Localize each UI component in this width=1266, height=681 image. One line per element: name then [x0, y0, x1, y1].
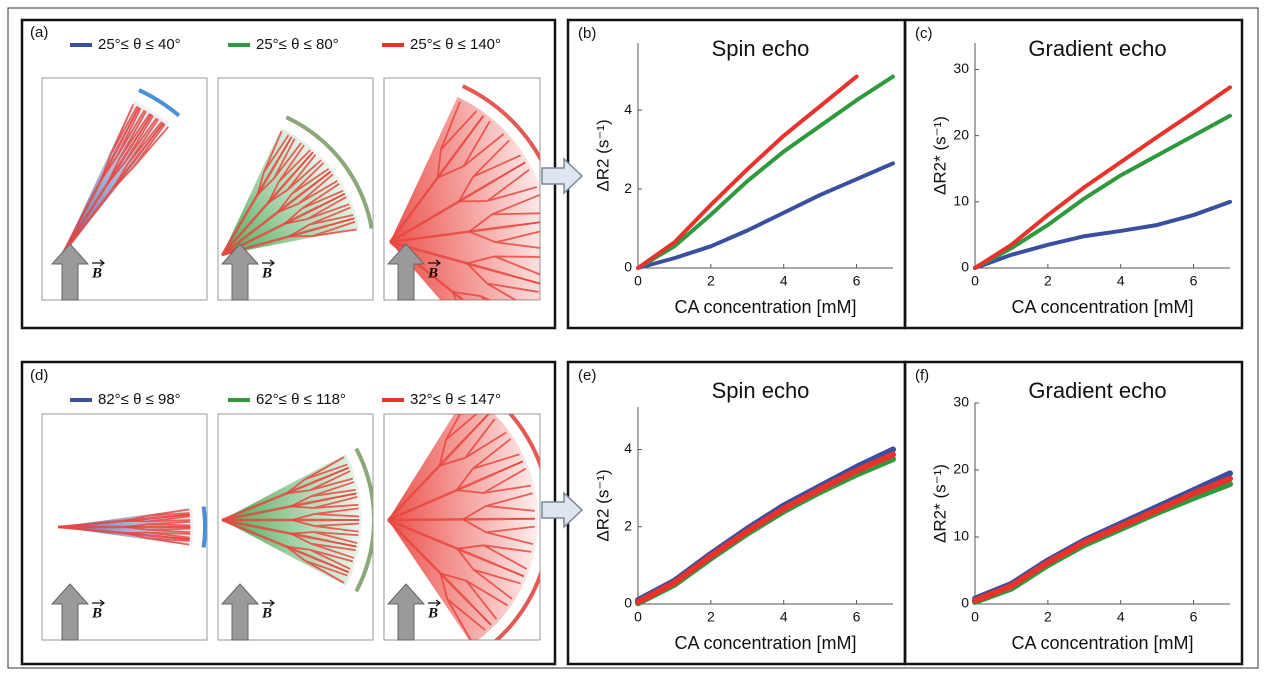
panel-label: (d)	[30, 367, 48, 384]
series-line	[638, 163, 893, 268]
y-tick-label: 0	[624, 259, 632, 275]
y-tick-label: 4	[624, 101, 632, 117]
panel-label: (c)	[915, 25, 933, 42]
legend-label: 25°≤ θ ≤ 140°	[410, 36, 501, 53]
chart-title: Gradient echo	[1028, 36, 1166, 61]
figure: B B B B B B (a) (d) 25°≤ θ ≤ 40° 25°≤ θ ≤ 80° 2…	[0, 0, 1266, 676]
y-axis-label: ΔR2* (s⁻¹)	[930, 116, 949, 195]
x-tick-label: 6	[853, 273, 861, 289]
flow-arrow	[542, 493, 582, 527]
x-tick-label: 4	[780, 273, 788, 289]
y-tick-label: 0	[961, 595, 969, 611]
legend-label: 62°≤ θ ≤ 118°	[256, 391, 346, 408]
x-tick-label: 0	[634, 273, 642, 289]
x-axis-label: CA concentration [mM]	[674, 633, 856, 653]
legend-label: 32°≤ θ ≤ 147°	[410, 391, 501, 408]
x-tick-label: 4	[780, 609, 788, 625]
x-tick-label: 6	[1190, 273, 1198, 289]
y-tick-label: 2	[624, 517, 632, 533]
x-tick-label: 4	[1117, 609, 1125, 625]
vessel	[453, 292, 513, 360]
flow-arrow	[542, 159, 582, 193]
x-tick-label: 4	[1117, 273, 1125, 289]
x-tick-label: 2	[707, 609, 715, 625]
field-label: B	[427, 265, 438, 281]
y-axis-label: ΔR2* (s⁻¹)	[930, 464, 949, 543]
legend-label: 25°≤ θ ≤ 40°	[98, 36, 181, 53]
field-label: B	[261, 265, 272, 281]
y-tick-label: 10	[953, 528, 969, 544]
x-tick-label: 2	[1044, 609, 1052, 625]
y-tick-label: 4	[624, 440, 632, 456]
field-label: B	[427, 605, 438, 621]
x-axis-label: CA concentration [mM]	[1011, 297, 1193, 317]
angle-arc	[204, 507, 205, 548]
panel-label: (b)	[578, 25, 596, 42]
chart-title: Spin echo	[712, 378, 810, 403]
chart-title: Gradient echo	[1028, 378, 1166, 403]
series-line	[638, 77, 857, 268]
vessel	[388, 519, 505, 520]
series-line	[975, 202, 1230, 268]
y-tick-label: 10	[953, 193, 969, 209]
x-tick-label: 2	[1044, 273, 1052, 289]
x-axis-label: CA concentration [mM]	[674, 297, 856, 317]
x-axis-label: CA concentration [mM]	[1011, 633, 1193, 653]
panel-label: (f)	[915, 367, 929, 384]
x-tick-label: 0	[971, 273, 979, 289]
y-tick-label: 20	[953, 126, 969, 142]
y-tick-label: 0	[624, 595, 632, 611]
panel-label: (e)	[578, 367, 596, 384]
x-tick-label: 0	[971, 609, 979, 625]
y-axis-label: ΔR2 (s⁻¹)	[593, 469, 612, 541]
y-tick-label: 20	[953, 461, 969, 477]
chart-title: Spin echo	[712, 36, 810, 61]
y-tick-label: 30	[953, 60, 969, 76]
x-tick-label: 6	[1190, 609, 1198, 625]
field-label: B	[261, 605, 272, 621]
legend-label: 82°≤ θ ≤ 98°	[98, 391, 181, 408]
series-line	[975, 87, 1230, 268]
x-tick-label: 2	[707, 273, 715, 289]
panel-label: (a)	[30, 24, 48, 41]
legend-label: 25°≤ θ ≤ 80°	[256, 36, 339, 53]
x-tick-label: 6	[853, 609, 861, 625]
x-tick-label: 0	[634, 609, 642, 625]
field-label: B	[91, 265, 102, 281]
field-label: B	[91, 605, 102, 621]
y-tick-label: 0	[961, 259, 969, 275]
y-tick-label: 2	[624, 180, 632, 196]
y-tick-label: 30	[953, 394, 969, 410]
y-axis-label: ΔR2 (s⁻¹)	[593, 119, 612, 191]
